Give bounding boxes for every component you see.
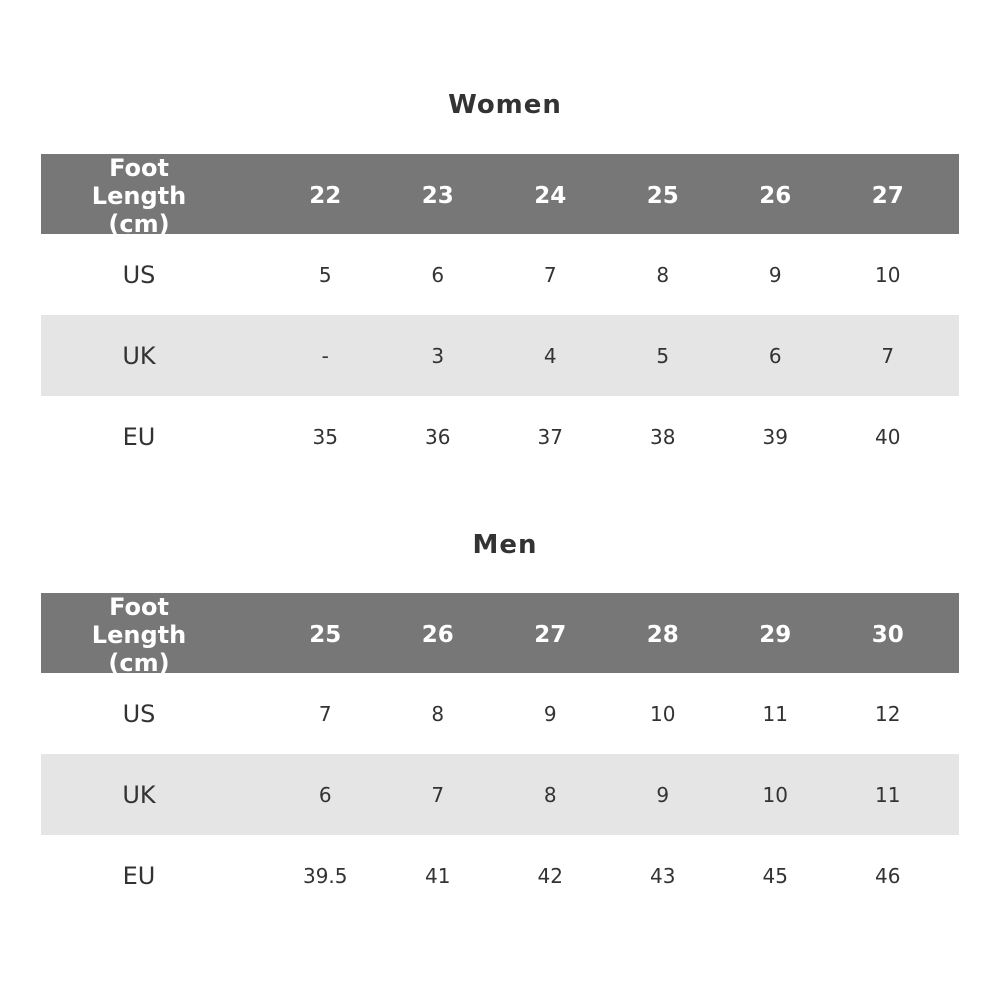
size-cell: 43 <box>650 863 676 888</box>
size-cell: 40 <box>875 424 901 449</box>
size-cell: 7 <box>431 782 445 807</box>
size-cell: 7 <box>318 701 332 726</box>
size-cell: 3 <box>431 343 445 368</box>
size-cell: 9 <box>656 782 670 807</box>
size-cell: 4 <box>543 343 557 368</box>
size-cell: 6 <box>318 782 332 807</box>
size-cell: - <box>321 343 329 368</box>
header-size-cell: 27 <box>871 183 904 209</box>
table-row: US 5 6 7 8 9 10 <box>41 234 959 315</box>
size-cell: 37 <box>537 424 563 449</box>
size-cell: 8 <box>431 701 445 726</box>
row-label: US <box>122 260 156 289</box>
size-cell: 11 <box>875 782 901 807</box>
size-cell: 8 <box>543 782 557 807</box>
size-cell: 10 <box>875 262 901 287</box>
header-size-cell: 25 <box>309 622 342 648</box>
header-size-cell: 22 <box>309 183 342 209</box>
size-cell: 46 <box>875 863 901 888</box>
table-row: EU 39.5 41 42 43 45 46 <box>41 835 959 916</box>
size-table: Foot Length (cm) 25 26 27 28 29 30 US 7 8 9 10 11 12… <box>41 593 959 916</box>
header-label: Foot Length (cm) <box>91 154 187 238</box>
header-size-cell: 25 <box>646 183 679 209</box>
size-cell: 10 <box>650 701 676 726</box>
table-row: US 7 8 9 10 11 12 <box>41 673 959 754</box>
size-cell: 41 <box>425 863 451 888</box>
size-cell: 7 <box>543 262 557 287</box>
size-cell: 45 <box>762 863 788 888</box>
size-cell: 36 <box>425 424 451 449</box>
size-cell: 35 <box>312 424 338 449</box>
size-cell: 6 <box>431 262 445 287</box>
size-cell: 9 <box>768 262 782 287</box>
size-cell: 38 <box>650 424 676 449</box>
table-row: UK - 3 4 5 6 7 <box>41 315 959 396</box>
size-table: Foot Length (cm) 22 23 24 25 26 27 US 5 6 7 8 9 10 U… <box>41 154 959 477</box>
table-row: EU 35 36 37 38 39 40 <box>41 396 959 477</box>
section-title: Women <box>448 90 562 120</box>
size-cell: 5 <box>318 262 332 287</box>
row-label: EU <box>122 861 156 890</box>
header-size-cell: 26 <box>759 183 792 209</box>
size-cell: 11 <box>762 701 788 726</box>
size-cell: 39 <box>762 424 788 449</box>
header-size-cell: 23 <box>421 183 454 209</box>
header-size-cell: 27 <box>534 622 567 648</box>
row-label: EU <box>122 422 156 451</box>
header-size-cell: 24 <box>534 183 567 209</box>
row-label: US <box>122 699 156 728</box>
size-cell: 8 <box>656 262 670 287</box>
size-cell: 39.5 <box>302 863 348 888</box>
row-label: UK <box>122 341 156 370</box>
size-cell: 5 <box>656 343 670 368</box>
size-cell: 9 <box>543 701 557 726</box>
size-cell: 7 <box>881 343 895 368</box>
header-size-cell: 29 <box>759 622 792 648</box>
size-cell: 10 <box>762 782 788 807</box>
size-cell: 6 <box>768 343 782 368</box>
header-size-cell: 28 <box>646 622 679 648</box>
section-title: Men <box>472 530 538 560</box>
size-cell: 12 <box>875 701 901 726</box>
header-size-cell: 30 <box>871 622 904 648</box>
header-label: Foot Length (cm) <box>91 593 187 677</box>
table-header: Foot Length (cm) 25 26 27 28 29 30 <box>41 593 959 677</box>
header-size-cell: 26 <box>421 622 454 648</box>
table-header: Foot Length (cm) 22 23 24 25 26 27 <box>41 154 959 238</box>
row-label: UK <box>122 780 156 809</box>
table-row: UK 6 7 8 9 10 11 <box>41 754 959 835</box>
size-cell: 42 <box>537 863 563 888</box>
